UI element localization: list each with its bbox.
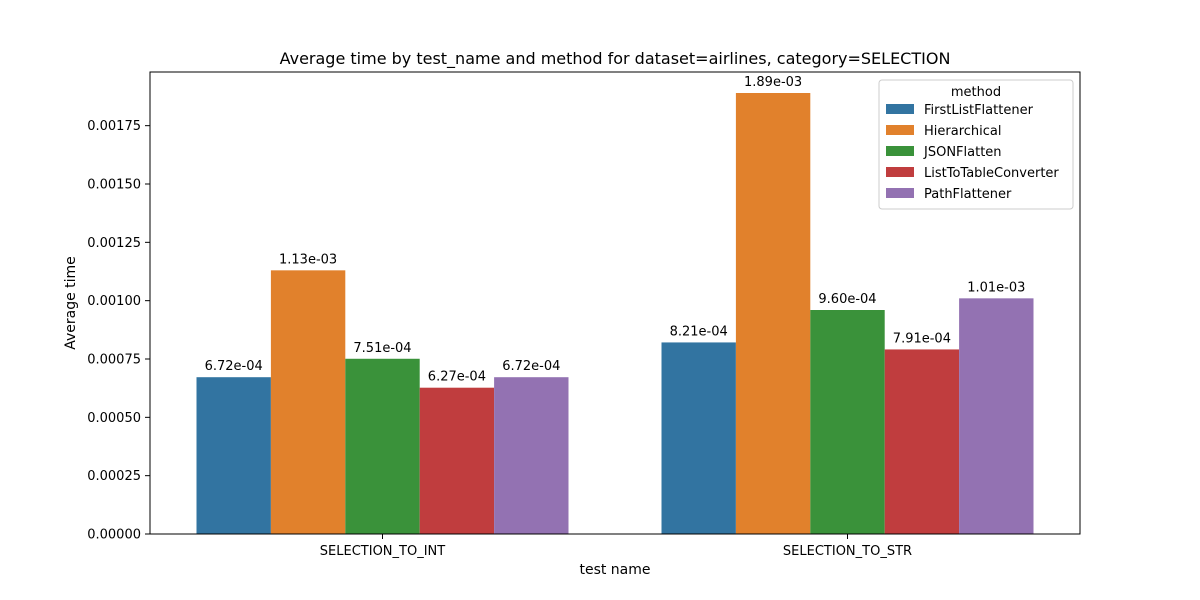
bar-value-label: 1.13e-03	[279, 252, 337, 267]
y-tick-label: 0.00100	[87, 294, 141, 309]
bar-value-label: 1.89e-03	[744, 75, 802, 90]
bar-value-label: 9.60e-04	[818, 292, 876, 307]
bar	[661, 342, 736, 534]
bar	[884, 349, 960, 534]
y-tick-label: 0.00050	[87, 411, 141, 426]
legend-swatch	[886, 188, 914, 198]
legend-swatch	[886, 125, 914, 135]
bar	[735, 93, 811, 534]
legend-label: JSONFlatten	[923, 145, 1002, 160]
y-tick-label: 0.00125	[87, 236, 141, 251]
y-tick-label: 0.00175	[87, 119, 141, 134]
bar-value-label: 7.51e-04	[353, 341, 411, 356]
plot-frame	[149, 71, 1081, 535]
y-tick-label: 0.00150	[87, 178, 141, 193]
bar-value-label: 6.27e-04	[428, 370, 486, 385]
legend-label: PathFlattener	[924, 187, 1012, 202]
bar-value-label: 8.21e-04	[670, 324, 728, 339]
legend: method FirstListFlattener Hierarchical JSO…	[878, 79, 1074, 210]
bar	[270, 270, 346, 534]
chart-title: Average time by test_name and method for…	[280, 49, 951, 69]
legend-label: Hierarchical	[924, 124, 1001, 139]
bar	[345, 358, 420, 534]
bar	[959, 298, 1034, 534]
legend-frame	[878, 79, 1074, 210]
legend-swatch	[886, 146, 914, 156]
bar	[494, 377, 569, 534]
y-axis-label: Average time	[63, 256, 79, 350]
legend-swatch	[886, 167, 914, 177]
bar-value-label: 6.72e-04	[502, 359, 560, 374]
legend-label: ListToTableConverter	[924, 166, 1059, 181]
y-tick-label: 0.00025	[87, 469, 141, 484]
y-tick-label: 0.00000	[87, 528, 141, 543]
plot-area: 0.00000 0.00025 0.00050 0.00075 0.00100 0.001…	[87, 71, 1081, 559]
x-tick-label: SELECTION_TO_INT	[320, 544, 445, 559]
x-tick-label: SELECTION_TO_STR	[783, 544, 912, 559]
legend-label: FirstListFlattener	[924, 103, 1034, 118]
bar-value-label: 7.91e-04	[893, 331, 951, 346]
legend-swatch	[886, 104, 914, 114]
bar	[810, 310, 885, 534]
bar-value-label: 1.01e-03	[967, 280, 1025, 295]
bar-value-label: 6.72e-04	[205, 359, 263, 374]
y-tick-label: 0.00075	[87, 353, 141, 368]
bar	[419, 387, 495, 534]
x-axis-label: test name	[579, 562, 650, 578]
bar	[196, 377, 271, 534]
legend-title: method	[951, 85, 1001, 100]
